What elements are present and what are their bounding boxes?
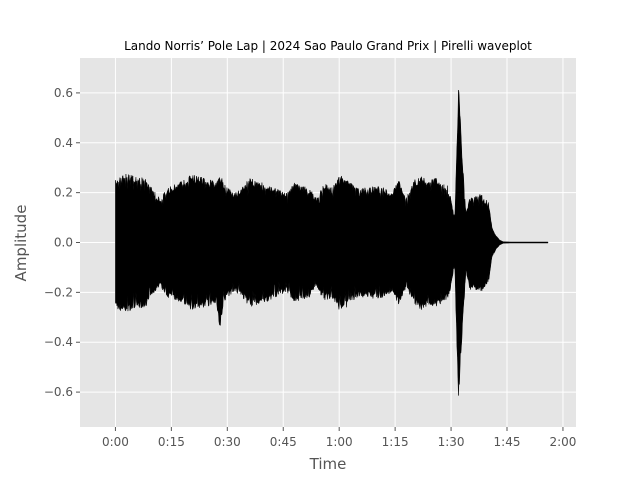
y-tick-label: 0.6 [54,86,73,100]
x-tick-label: 0:00 [102,435,129,449]
y-tick-label: 0.0 [54,236,73,250]
x-tick-label: 1:30 [438,435,465,449]
y-tick-label: −0.2 [44,285,73,299]
x-axis-ticks: 0:00 0:15 0:30 0:45 1:00 1:15 1:30 1:45 2:00 [102,427,576,449]
x-tick-label: 0:45 [270,435,297,449]
x-tick-label: 1:00 [326,435,353,449]
x-tick-label: 1:15 [382,435,409,449]
y-axis-ticks: −0.6 −0.4 −0.2 0.0 0.2 0.4 0.6 [44,86,80,399]
y-tick-label: −0.4 [44,335,73,349]
x-tick-label: 0:15 [158,435,185,449]
y-tick-label: 0.4 [54,136,73,150]
chart-title: Lando Norris’ Pole Lap | 2024 Sao Paulo … [124,39,532,53]
x-tick-label: 1:45 [494,435,521,449]
waveform-envelope [115,89,549,396]
x-axis-label: Time [309,455,347,473]
y-tick-label: −0.6 [44,385,73,399]
x-tick-label: 0:30 [214,435,241,449]
y-axis-label: Amplitude [12,205,30,282]
y-tick-label: 0.2 [54,186,73,200]
x-tick-label: 2:00 [549,435,576,449]
